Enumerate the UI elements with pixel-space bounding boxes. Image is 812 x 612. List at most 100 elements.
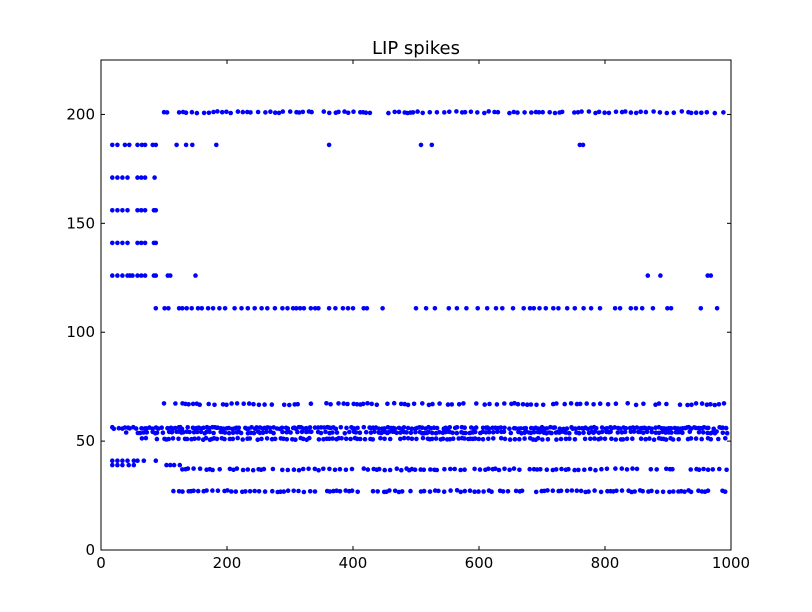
spike-point (644, 429, 650, 435)
spike-point (328, 402, 333, 407)
spike-point (643, 109, 649, 115)
spike-point (115, 142, 120, 148)
chart-title: LIP spikes (372, 38, 460, 59)
spike-point (361, 306, 367, 311)
spike-point (144, 430, 150, 435)
spike-point (326, 306, 332, 311)
spike-point (185, 466, 191, 471)
spike-point (135, 142, 140, 148)
spike-point (316, 306, 321, 311)
spike-point (264, 436, 270, 441)
spike-point (241, 401, 246, 407)
spike-point (620, 437, 626, 442)
spike-point (120, 273, 125, 278)
spike-point (448, 466, 453, 472)
spike-point (458, 489, 464, 495)
spike-point (581, 430, 586, 436)
spike-point (238, 430, 244, 436)
x-tick-label: 800 (591, 554, 620, 572)
spike-point (442, 110, 447, 115)
spike-point (569, 488, 575, 493)
spike-point (217, 306, 222, 311)
spike-point (700, 430, 706, 435)
spike-point (184, 306, 189, 311)
spike-point (586, 109, 592, 114)
spike-point (493, 466, 498, 472)
spike-point (115, 208, 120, 213)
spike-point (261, 466, 267, 472)
spike-point (280, 467, 285, 473)
spike-point (591, 402, 596, 407)
spike-point (628, 306, 634, 311)
spike-point (598, 436, 603, 441)
spike-point (255, 109, 261, 115)
spike-point (316, 437, 322, 442)
spike-point (434, 110, 440, 115)
spike-point (296, 488, 301, 494)
spike-point (245, 467, 251, 472)
spike-point (572, 110, 577, 115)
spike-point (413, 429, 418, 435)
spike-point (428, 467, 433, 472)
spike-point (491, 430, 496, 435)
spike-point (295, 401, 301, 407)
spike-point (476, 436, 482, 442)
spike-point (110, 273, 115, 278)
spike-point (276, 110, 282, 116)
spike-point (123, 430, 129, 435)
spike-point (552, 425, 558, 430)
spike-point (394, 430, 399, 436)
spike-point (347, 429, 352, 435)
spike-point (475, 110, 480, 115)
spike-point (432, 306, 438, 311)
spike-point (410, 110, 416, 115)
spike-point (615, 430, 621, 435)
spike-point (252, 488, 257, 494)
spike-point (577, 401, 583, 407)
spike-point (386, 429, 392, 435)
spike-point (245, 306, 251, 311)
spike-point (501, 429, 507, 435)
spike-point (446, 306, 452, 311)
spike-point (230, 436, 236, 442)
spike-point (139, 208, 144, 213)
spike-point (553, 467, 559, 472)
spike-point (198, 429, 204, 435)
spike-point (720, 430, 726, 436)
spike-point (472, 436, 478, 441)
spike-point (120, 208, 125, 213)
spike-point (643, 436, 648, 442)
spike-point (724, 430, 730, 436)
spike-point (426, 429, 431, 435)
spike-point (638, 436, 644, 442)
spike-point (154, 436, 160, 442)
spike-point (544, 426, 550, 431)
spike-point (540, 109, 545, 115)
spike-point (139, 426, 144, 431)
spike-point (361, 424, 367, 430)
spike-point (420, 435, 426, 441)
spike-point (582, 436, 588, 442)
spike-point (708, 273, 714, 278)
spike-point (454, 109, 459, 114)
spike-point (462, 436, 467, 441)
y-tick-label: 100 (66, 323, 95, 341)
spike-point (169, 430, 175, 435)
spike-point (196, 436, 201, 441)
spike-point (467, 488, 473, 494)
spike-point (387, 436, 393, 442)
spike-point (531, 306, 537, 311)
spike-point (405, 436, 411, 441)
spike-point (293, 437, 298, 443)
spike-point (367, 110, 373, 116)
spike-point (268, 109, 273, 114)
spike-point (247, 436, 253, 441)
spike-point (122, 142, 128, 148)
spike-point (480, 437, 486, 442)
spike-point (197, 402, 202, 408)
spike-point (447, 109, 452, 115)
spike-point (301, 306, 307, 311)
spike-point (502, 436, 508, 442)
spike-point (300, 109, 306, 115)
